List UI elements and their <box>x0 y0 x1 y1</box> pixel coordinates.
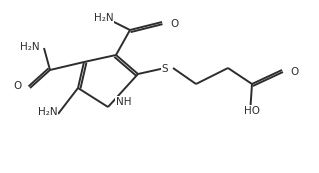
Text: H₂N: H₂N <box>94 13 114 23</box>
Text: H₂N: H₂N <box>20 42 40 52</box>
Text: NH: NH <box>116 97 131 107</box>
Text: HO: HO <box>244 106 260 116</box>
Text: H₂N: H₂N <box>38 107 58 117</box>
Text: O: O <box>170 19 178 29</box>
Text: O: O <box>290 67 298 77</box>
Text: S: S <box>162 64 168 74</box>
Text: O: O <box>14 81 22 91</box>
